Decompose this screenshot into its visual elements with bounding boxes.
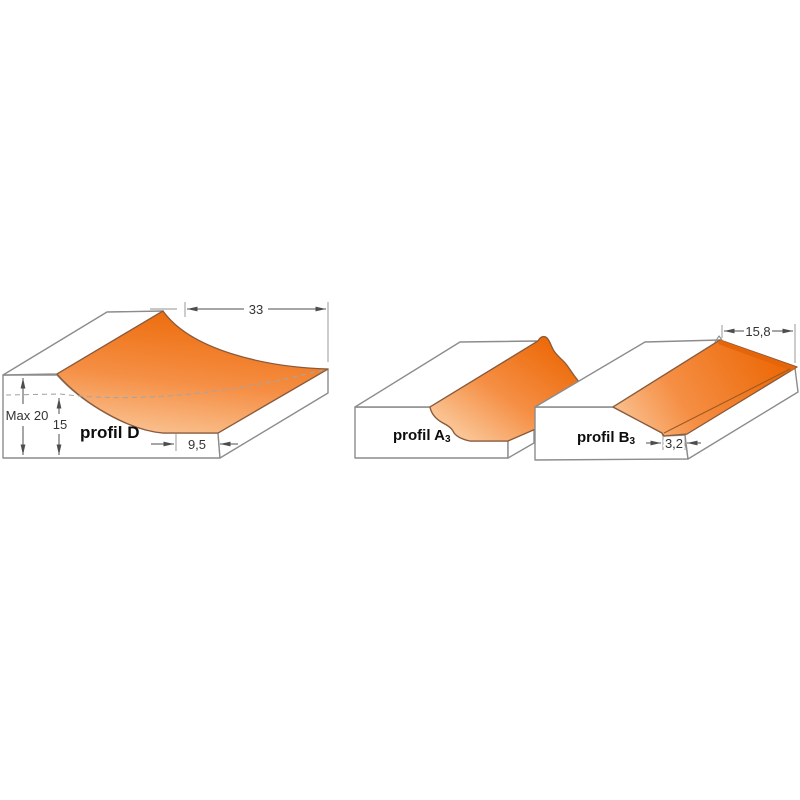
profil-b3-label-subscript: 3 — [630, 436, 636, 447]
profil-a3-label-main: profil A — [393, 427, 445, 444]
profil-b3-dimensions: 15,8 3,2 — [646, 322, 796, 454]
dim-33-value: 33 — [249, 302, 263, 317]
profil-a3-label: profil A3 — [393, 427, 451, 445]
profil-b3-lip-tick — [714, 335, 723, 343]
dim-32-extension-lines — [662, 437, 686, 450]
profil-d-cove-surface — [56, 310, 329, 434]
dim-158-extension-lines — [721, 324, 796, 363]
profil-d-hidden-edge — [5, 369, 323, 399]
profil-d-label: profil D — [80, 423, 140, 442]
profil-b3-ridge-line — [663, 368, 791, 434]
dim-15-value: 15 — [53, 417, 67, 432]
profil-b3-label: profil B3 — [577, 429, 636, 447]
dim-max20-value: Max 20 — [6, 408, 49, 423]
profil-d-diagram — [2, 310, 329, 459]
profil-b3-lip-strip — [718, 340, 796, 371]
profil-b3-label-main: profil B — [577, 429, 630, 446]
dim-158-value: 15,8 — [745, 324, 770, 339]
profile-labels: profil D profil A3 profil B3 — [80, 423, 636, 447]
profil-d-dimensions: 33 Max 20 15 9,5 — [3, 300, 329, 455]
dim-32-value: 3,2 — [665, 436, 683, 451]
dim-95-value: 9,5 — [188, 437, 206, 452]
dim-33-extension-lines — [150, 302, 329, 362]
profil-a3-label-subscript: 3 — [445, 434, 451, 445]
profil-b3-diagram — [534, 335, 799, 461]
